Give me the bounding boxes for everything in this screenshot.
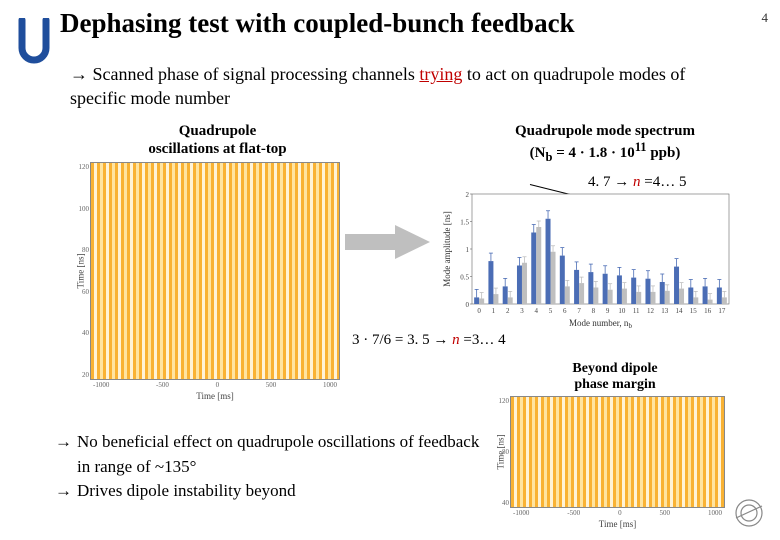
osc2-xticks: -1000-50005001000 [511,509,724,517]
svg-text:8: 8 [592,307,596,315]
svg-text:4: 4 [535,307,539,315]
svg-text:0.5: 0.5 [460,274,469,282]
osc1-xticks: -1000-50005001000 [91,381,339,389]
svg-text:Mode amplitude [ns]: Mode amplitude [ns] [442,211,452,287]
svg-text:12: 12 [647,307,655,315]
osc1-yticks: 12010080604020 [73,163,89,379]
svg-text:2: 2 [506,307,510,315]
svg-text:13: 13 [661,307,669,315]
oscillation-plot-2: Time [ns] 1208040 -1000-50005001000 Time… [510,396,725,508]
arrow-icon: → [55,479,77,504]
subtitle-prefix: Scanned phase of signal processing chann… [93,64,420,84]
page-title: Dephasing test with coupled-bunch feedba… [60,8,575,39]
institute-logo [18,18,50,66]
svg-text:7: 7 [577,307,581,315]
annot-376: 3 · 7/6 = 3. 5 → n =3… 4 [352,332,506,349]
conclusion-1: No beneficial effect on quadrupole oscil… [77,430,495,479]
svg-text:9: 9 [606,307,610,315]
svg-text:0: 0 [477,307,481,315]
conclusion-2: Drives dipole instability beyond [77,479,296,504]
svg-text:2: 2 [466,191,470,199]
mode-spectrum-chart: 00.511.5201234567891011121314151617Mode … [440,188,735,330]
svg-text:14: 14 [676,307,684,315]
svg-text:Mode number, nb: Mode number, nb [569,318,632,330]
oscillation-plot-1: Time [ns] 12010080604020 -1000-500050010… [90,162,340,380]
svg-text:10: 10 [618,307,626,315]
subtitle-trying: trying [419,64,462,84]
svg-text:11: 11 [633,307,640,315]
subtitle: → Scanned phase of signal processing cha… [70,62,710,111]
svg-text:16: 16 [704,307,712,315]
svg-text:15: 15 [690,307,698,315]
svg-text:1: 1 [466,246,470,254]
arrow-right-icon [345,225,430,259]
osc2-yticks: 1208040 [493,397,509,507]
svg-text:3: 3 [520,307,524,315]
conclusion: →No beneficial effect on quadrupole osci… [55,430,495,504]
cern-logo [732,496,766,530]
osc1-xlabel: Time [ms] [196,391,233,401]
quad-spec-label: Quadrupole mode spectrum (Nb = 4 · 1.8 ·… [500,122,710,165]
beyond-dipole-label: Beyond dipole phase margin [555,361,675,393]
svg-text:17: 17 [718,307,726,315]
svg-text:5: 5 [549,307,553,315]
svg-text:6: 6 [563,307,567,315]
svg-text:1.5: 1.5 [460,219,469,227]
svg-text:1: 1 [492,307,496,315]
quad-osc-label: Quadrupole oscillations at flat-top [145,122,290,158]
osc2-xlabel: Time [ms] [599,519,636,529]
arrow-icon: → [55,430,77,479]
page-number: 4 [762,10,769,26]
svg-text:0: 0 [466,301,470,309]
arrow-icon: → [70,62,88,86]
